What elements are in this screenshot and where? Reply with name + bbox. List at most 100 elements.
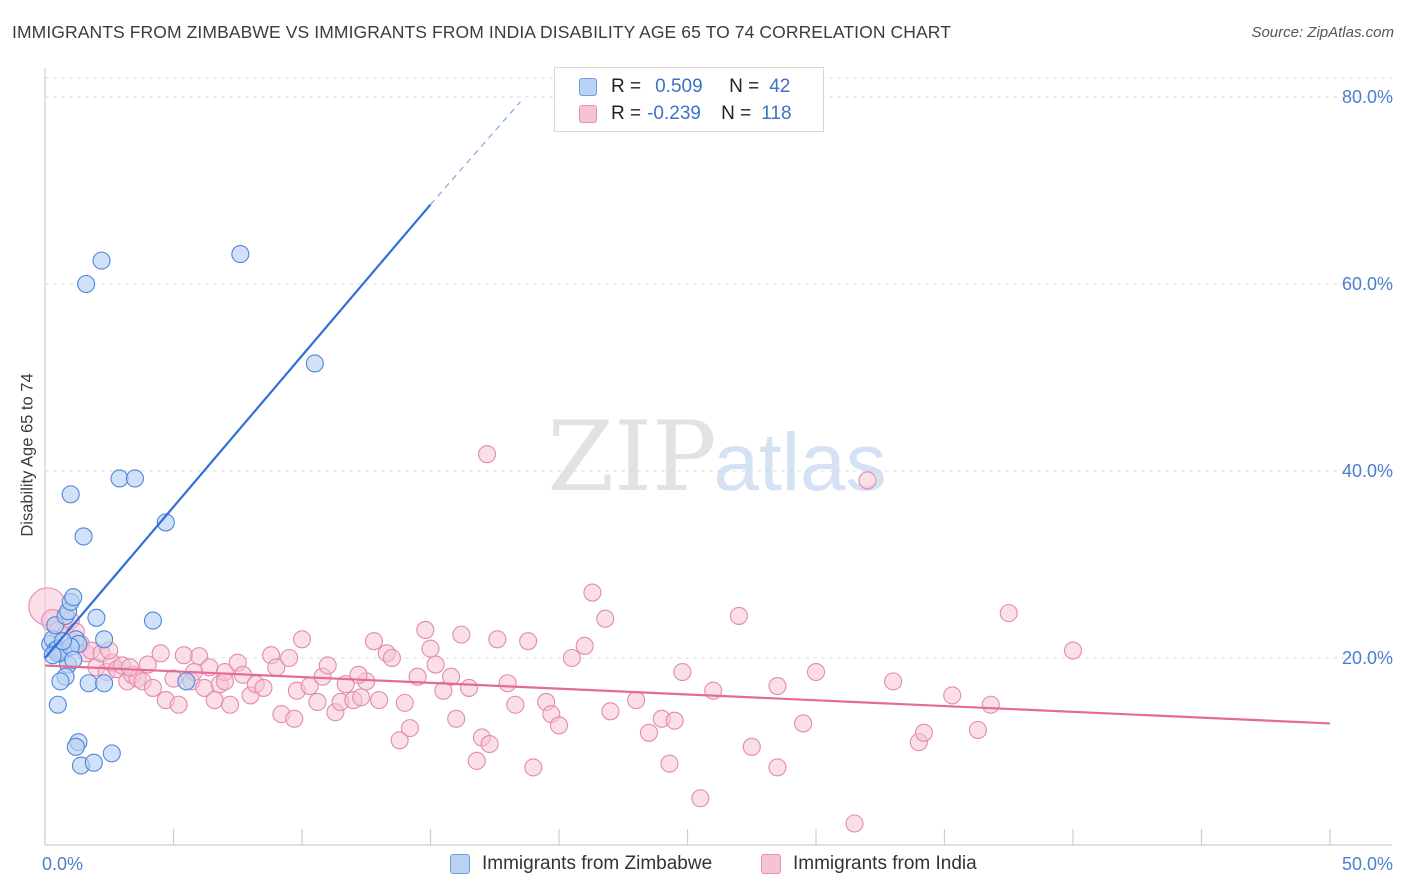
zimbabwe-swatch — [579, 78, 597, 96]
zimbabwe-point — [125, 469, 144, 488]
india-point — [426, 655, 445, 674]
zimbabwe-point — [143, 611, 162, 630]
india-point — [1063, 641, 1083, 660]
correlation-legend: R = 0.509 N = 42 R = -0.239 N = 118 — [554, 67, 824, 132]
india-point — [768, 758, 787, 777]
india-point — [400, 719, 419, 738]
zimbabwe-point — [74, 527, 93, 546]
zimbabwe-point — [92, 251, 111, 270]
source-label: Source: ZipAtlas.com — [1251, 24, 1394, 41]
chart-title: IMMIGRANTS FROM ZIMBABWE VS IMMIGRANTS F… — [12, 22, 952, 42]
india-point — [421, 639, 440, 658]
india-point — [768, 676, 787, 696]
r-label: R = — [611, 103, 642, 124]
india-point — [583, 583, 602, 602]
india-legend-label: Immigrants from India — [793, 853, 977, 874]
zimbabwe-point — [110, 469, 129, 488]
india-point — [220, 695, 240, 714]
india-point — [215, 672, 234, 691]
zimbabwe-legend-label: Immigrants from Zimbabwe — [482, 853, 713, 874]
zimbabwe-point — [95, 630, 114, 649]
india-point — [794, 714, 813, 733]
watermark: ZIP atlas — [547, 401, 886, 513]
india-point — [254, 678, 273, 697]
axes — [44, 68, 1392, 846]
y-tick-label: 80.0% — [1342, 87, 1393, 107]
watermark-atlas: atlas — [713, 417, 886, 508]
watermark-zip: ZIP — [547, 401, 716, 513]
india-point — [395, 693, 414, 712]
india-point — [596, 609, 615, 628]
bottom-legend-india: Immigrants from India — [761, 852, 977, 876]
zimbabwe-point — [48, 695, 67, 714]
zimbabwe-point — [95, 674, 114, 693]
zimbabwe-point — [102, 744, 121, 763]
india-point — [742, 737, 761, 756]
india-point — [408, 667, 427, 686]
india-point — [660, 754, 679, 773]
india-point — [352, 688, 371, 707]
zimbabwe-point — [177, 672, 196, 691]
india-point — [480, 734, 499, 754]
india-point — [447, 709, 466, 728]
india-point — [364, 632, 384, 651]
india-point — [968, 720, 987, 740]
zimbabwe-series — [41, 245, 324, 775]
india-point — [601, 702, 620, 721]
india-point — [506, 695, 525, 714]
x-tick-label-max: 50.0% — [1342, 854, 1393, 874]
zimbabwe-point — [43, 646, 62, 665]
india-point — [174, 646, 193, 665]
india-point — [459, 678, 479, 697]
india-point — [673, 662, 692, 682]
x-tick-label-min: 0.0% — [42, 854, 83, 874]
india-point — [575, 636, 594, 655]
india-point — [390, 731, 409, 750]
india-point — [292, 630, 312, 649]
india-point — [205, 691, 224, 710]
india-point — [285, 709, 304, 728]
india-trend-line — [44, 664, 1331, 725]
india-point — [627, 691, 646, 710]
india-point — [639, 723, 659, 742]
trend-lines — [44, 101, 1331, 725]
india-point — [562, 648, 581, 668]
y-tick-label: 20.0% — [1342, 648, 1393, 668]
india-point — [519, 632, 538, 651]
india-point — [806, 662, 826, 682]
zimbabwe-swatch — [450, 854, 470, 874]
legend-row-india: R = -0.239 N = 118 — [579, 102, 792, 126]
n-label: N = — [729, 76, 760, 97]
india-point — [524, 758, 543, 777]
zimbabwe-n-value: 42 — [769, 76, 791, 97]
india-swatch — [761, 854, 781, 874]
india-point — [845, 814, 864, 833]
bottom-legend-zimbabwe: Immigrants from Zimbabwe — [450, 852, 712, 876]
zimbabwe-point — [77, 274, 96, 294]
india-point — [434, 681, 453, 700]
india-point — [452, 625, 471, 644]
zimbabwe-point — [53, 632, 73, 651]
legend-row-zimbabwe: R = 0.509 N = 42 — [579, 75, 790, 99]
india-point — [308, 692, 327, 711]
zimbabwe-trend-extension — [430, 101, 521, 205]
india-point — [943, 686, 962, 705]
india-point — [884, 672, 903, 691]
zimbabwe-point — [305, 354, 324, 373]
india-point — [498, 674, 517, 693]
zimbabwe-point — [231, 245, 250, 264]
india-swatch — [579, 105, 597, 123]
zimbabwe-point — [84, 753, 103, 772]
r-label: R = — [611, 76, 642, 97]
india-point — [914, 723, 933, 742]
india-point — [280, 648, 299, 668]
india-point — [665, 711, 684, 730]
india-point — [382, 648, 402, 668]
india-point — [729, 606, 748, 625]
y-tick-label: 60.0% — [1342, 274, 1393, 294]
zimbabwe-point — [61, 485, 80, 504]
india-point — [143, 678, 162, 697]
zimbabwe-trend-line — [44, 203, 432, 659]
india-point — [691, 789, 710, 808]
